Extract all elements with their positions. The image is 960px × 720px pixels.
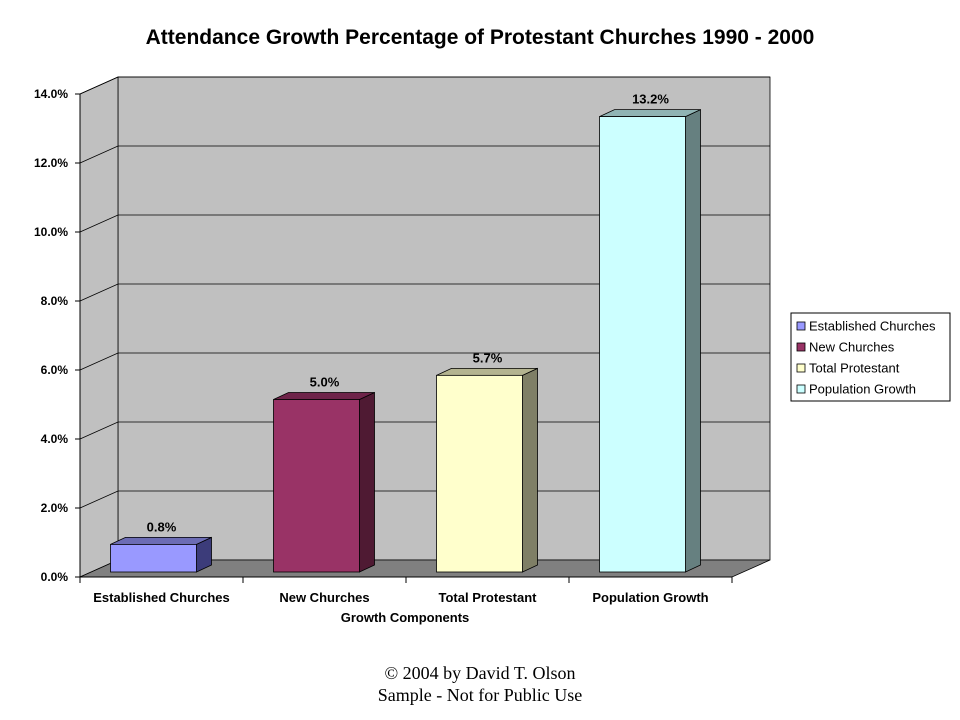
bar (110, 536, 212, 573)
legend-entry: Established Churches (809, 319, 936, 334)
y-axis: 0.0% 2.0% 4.0% 6.0% 8.0% 10.0% 12.0% 14.0% (34, 87, 81, 584)
legend-swatch (796, 363, 806, 373)
footer-copyright: © 2004 by David T. Olson (384, 663, 576, 683)
data-label: 5.7% (473, 350, 503, 365)
chart-title: Attendance Growth Percentage of Protesta… (146, 26, 815, 49)
y-tick-label: 4.0% (41, 432, 69, 446)
gridline (79, 352, 770, 371)
bar (436, 367, 538, 573)
x-tick-label: New Churches (279, 590, 369, 605)
data-label: 0.8% (147, 519, 177, 534)
x-tick-label: Total Protestant (439, 590, 538, 605)
legend-swatch (796, 384, 806, 394)
bar-top (273, 392, 375, 400)
bar (273, 391, 375, 573)
legend-entry: Total Protestant (809, 361, 900, 376)
legend-swatch (796, 321, 806, 331)
data-label: 5.0% (310, 375, 340, 390)
gridline (79, 145, 770, 164)
bar-front (599, 116, 686, 573)
legend: Established Churches New Churches Total Pr… (790, 312, 951, 402)
gridline (79, 214, 770, 233)
bar-front (436, 374, 523, 573)
gridline (79, 76, 770, 95)
data-labels: 0.8% 5.0% 5.7% 13.2% (147, 92, 670, 535)
gridline (79, 421, 770, 440)
bar-top (599, 109, 701, 117)
legend-entry: New Churches (809, 340, 895, 355)
bar-front (273, 399, 360, 573)
y-tick-label: 2.0% (41, 501, 69, 515)
y-tick-label: 10.0% (34, 225, 68, 239)
x-tick-label: Population Growth (592, 590, 708, 605)
bar-side (685, 108, 701, 573)
y-tick-label: 14.0% (34, 87, 68, 101)
y-tick-label: 0.0% (41, 570, 69, 584)
bar-top (436, 367, 538, 376)
side-wall (79, 76, 119, 578)
x-tick-label: Established Churches (93, 590, 230, 605)
legend-swatch (796, 342, 806, 352)
bar-top (110, 537, 212, 545)
legend-entry: Population Growth (809, 382, 916, 397)
footer-notice: Sample - Not for Public Use (377, 685, 583, 705)
gridlines (79, 76, 770, 509)
bar-side (359, 391, 375, 573)
gridline (79, 283, 770, 302)
bar (599, 108, 701, 573)
bar-front (110, 544, 197, 573)
bars (110, 108, 701, 573)
gridline (79, 490, 770, 509)
x-axis-title: Growth Components (341, 610, 470, 625)
y-tick-label: 6.0% (41, 363, 69, 377)
y-tick-label: 8.0% (41, 294, 69, 308)
y-tick-label: 12.0% (34, 156, 68, 170)
data-label: 13.2% (632, 92, 669, 107)
bar-side (522, 367, 538, 573)
x-axis: Established Churches New Churches Total Pr… (79, 576, 733, 605)
legend-box (790, 312, 951, 402)
